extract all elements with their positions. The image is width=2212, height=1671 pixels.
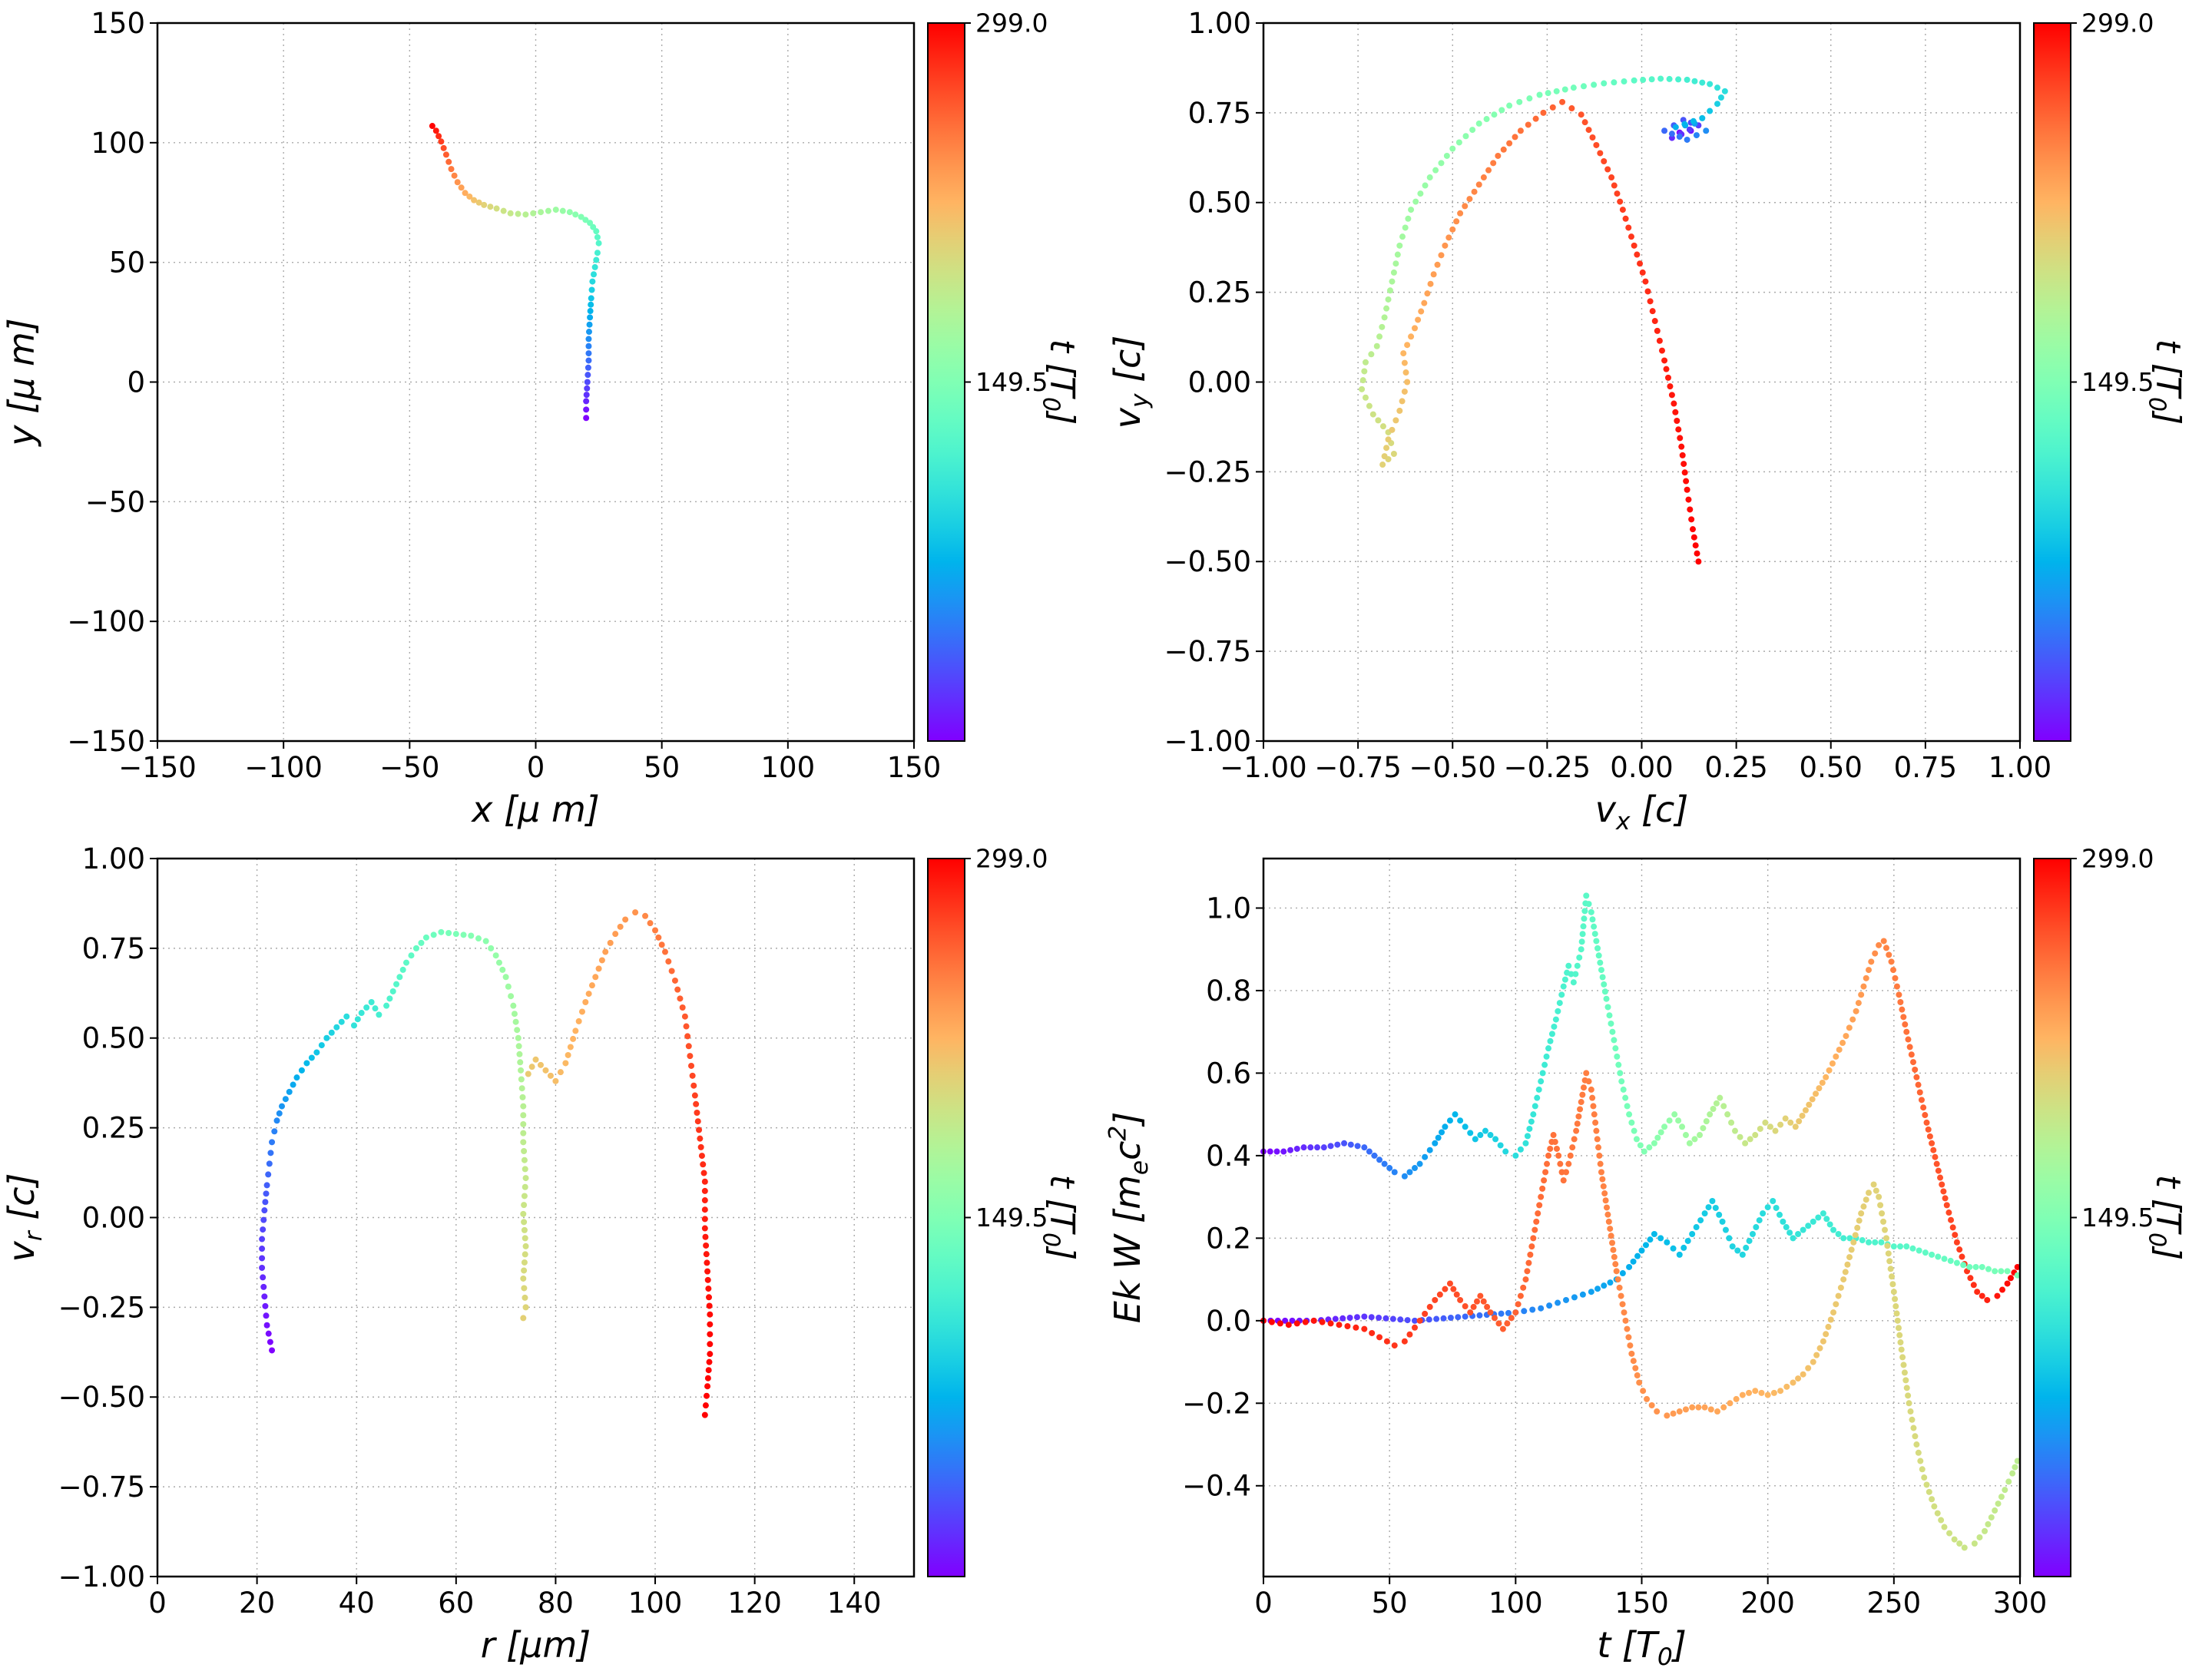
svg-text:−100: −100 — [67, 605, 145, 638]
svg-text:−0.25: −0.25 — [1504, 751, 1591, 784]
svg-text:−1.00: −1.00 — [1164, 725, 1251, 758]
svg-text:299.0: 299.0 — [975, 844, 1048, 874]
chart-canvas-xy: −150 −100 −50 0 50 100 150 −150 −100 −50 0 50 100 150… — [1, 7, 1081, 830]
svg-text:−0.25: −0.25 — [58, 1291, 145, 1324]
svg-text:vx [c]: vx [c] — [1595, 789, 1689, 836]
svg-text:Ek W [mec2]: Ek W [mec2] — [1104, 1112, 1154, 1324]
svg-text:−0.50: −0.50 — [58, 1381, 145, 1414]
svg-text:0.75: 0.75 — [1894, 751, 1957, 784]
svg-text:100: 100 — [761, 751, 816, 784]
chart-xy: −150 −100 −50 0 50 100 150 −150 −100 −50 0 50 100 150… — [1, 7, 1081, 830]
svg-text:−0.4: −0.4 — [1182, 1470, 1251, 1503]
svg-text:149.5: 149.5 — [2081, 367, 2154, 397]
chart-vxvy: −1.00 −0.75 −0.50 −0.25 0.00 0.25 0.50 0.75 1.00… — [1107, 7, 2187, 836]
svg-text:0.00: 0.00 — [1188, 366, 1251, 399]
svg-text:−50: −50 — [85, 485, 145, 518]
svg-text:149.5: 149.5 — [975, 1203, 1048, 1233]
svg-text:1.0: 1.0 — [1206, 892, 1251, 925]
plot-energy-time: 0 50 100 150 200 250 300 −0.4 −0.2 0.0 0.2 0.4 0.6 0.… — [1104, 836, 2212, 1671]
svg-text:0.25: 0.25 — [1704, 751, 1767, 784]
svg-text:50: 50 — [109, 247, 145, 280]
svg-text:80: 80 — [538, 1587, 574, 1620]
svg-text:x [μ m]: x [μ m] — [470, 789, 599, 830]
svg-text:0.25: 0.25 — [1188, 276, 1251, 309]
svg-text:−0.25: −0.25 — [1164, 455, 1251, 488]
svg-text:−0.75: −0.75 — [58, 1471, 145, 1504]
svg-text:1.00: 1.00 — [1988, 751, 2051, 784]
svg-text:200: 200 — [1740, 1587, 1795, 1620]
svg-text:−1.00: −1.00 — [58, 1560, 145, 1593]
svg-text:t [T0]: t [T0] — [1037, 339, 1081, 425]
svg-text:150: 150 — [1614, 1587, 1669, 1620]
svg-text:40: 40 — [339, 1587, 375, 1620]
svg-text:t [T0]: t [T0] — [2143, 339, 2187, 425]
svg-text:−150: −150 — [118, 751, 197, 784]
svg-text:0: 0 — [127, 366, 145, 399]
svg-text:−0.75: −0.75 — [1164, 635, 1251, 668]
svg-text:149.5: 149.5 — [2081, 1203, 2154, 1233]
svg-text:−0.2: −0.2 — [1182, 1387, 1251, 1420]
svg-text:149.5: 149.5 — [975, 367, 1048, 397]
svg-text:50: 50 — [644, 751, 680, 784]
svg-text:−50: −50 — [379, 751, 439, 784]
svg-text:0.75: 0.75 — [82, 932, 145, 965]
chart-canvas-vxvy: −1.00 −0.75 −0.50 −0.25 0.00 0.25 0.50 0.75 1.00… — [1107, 7, 2187, 836]
svg-text:−0.75: −0.75 — [1314, 751, 1401, 784]
svg-text:299.0: 299.0 — [975, 8, 1048, 38]
plot-velocity-vxvy: −1.00 −0.75 −0.50 −0.25 0.00 0.25 0.50 0.75 1.00… — [1106, 0, 2212, 836]
svg-text:0: 0 — [527, 751, 545, 784]
svg-text:0.0: 0.0 — [1206, 1305, 1251, 1338]
svg-text:0.75: 0.75 — [1188, 97, 1251, 130]
svg-text:−1.00: −1.00 — [1220, 751, 1306, 784]
svg-text:299.0: 299.0 — [2081, 844, 2154, 874]
svg-text:100: 100 — [628, 1587, 683, 1620]
svg-text:−0.50: −0.50 — [1409, 751, 1496, 784]
svg-text:20: 20 — [239, 1587, 275, 1620]
svg-text:0.25: 0.25 — [82, 1112, 145, 1145]
svg-text:0: 0 — [148, 1587, 167, 1620]
svg-text:0.2: 0.2 — [1206, 1222, 1251, 1255]
svg-text:0.4: 0.4 — [1206, 1140, 1251, 1173]
chart-energy-time: 0 50 100 150 200 250 300 −0.4 −0.2 0.0 0.2 0.4 0.6 0.… — [1104, 844, 2187, 1671]
svg-text:−100: −100 — [244, 751, 323, 784]
svg-text:299.0: 299.0 — [2081, 8, 2154, 38]
chart-rvr: 0 20 40 60 80 100 120 140 −1.00 −0.75 −0.50 −0.25 0.… — [1, 842, 1081, 1666]
svg-text:y [μ m]: y [μ m] — [1, 318, 42, 447]
svg-text:0.00: 0.00 — [1610, 751, 1673, 784]
svg-text:140: 140 — [827, 1587, 882, 1620]
svg-text:0.50: 0.50 — [82, 1022, 145, 1055]
svg-text:vr [c]: vr [c] — [1, 1173, 48, 1262]
svg-text:120: 120 — [727, 1587, 782, 1620]
svg-text:t [T0]: t [T0] — [1037, 1175, 1081, 1260]
svg-text:0.6: 0.6 — [1206, 1057, 1251, 1090]
svg-text:100: 100 — [91, 127, 145, 160]
svg-text:50: 50 — [1372, 1587, 1408, 1620]
svg-text:1.00: 1.00 — [1188, 7, 1251, 40]
svg-text:0.50: 0.50 — [1800, 751, 1863, 784]
svg-text:0: 0 — [1254, 1587, 1273, 1620]
svg-text:0.8: 0.8 — [1206, 974, 1251, 1008]
svg-text:r [μm]: r [μm] — [481, 1624, 591, 1666]
svg-text:−0.50: −0.50 — [1164, 545, 1251, 578]
svg-text:vy [c]: vy [c] — [1107, 336, 1154, 429]
svg-text:t [T0]: t [T0] — [1597, 1624, 1687, 1671]
svg-text:150: 150 — [91, 7, 145, 40]
plot-trajectory-xy: −150 −100 −50 0 50 100 150 −150 −100 −50 0 50 100 150… — [0, 0, 1106, 836]
plot-r-vr: 0 20 40 60 80 100 120 140 −1.00 −0.75 −0.50 −0.25 0.… — [0, 836, 1106, 1671]
svg-text:300: 300 — [1993, 1587, 2048, 1620]
svg-text:100: 100 — [1488, 1587, 1543, 1620]
svg-text:250: 250 — [1867, 1587, 1922, 1620]
svg-text:0.50: 0.50 — [1188, 187, 1251, 220]
svg-text:150: 150 — [887, 751, 942, 784]
svg-text:1.00: 1.00 — [82, 842, 145, 875]
chart-canvas-energy: 0 50 100 150 200 250 300 −0.4 −0.2 0.0 0.2 0.4 0.6 0.… — [1104, 844, 2187, 1671]
svg-text:0.00: 0.00 — [82, 1201, 145, 1234]
svg-text:−150: −150 — [67, 725, 145, 758]
svg-text:t [T0]: t [T0] — [2143, 1175, 2187, 1260]
chart-canvas-rvr: 0 20 40 60 80 100 120 140 −1.00 −0.75 −0.50 −0.25 0.… — [1, 842, 1081, 1666]
svg-text:60: 60 — [438, 1587, 474, 1620]
